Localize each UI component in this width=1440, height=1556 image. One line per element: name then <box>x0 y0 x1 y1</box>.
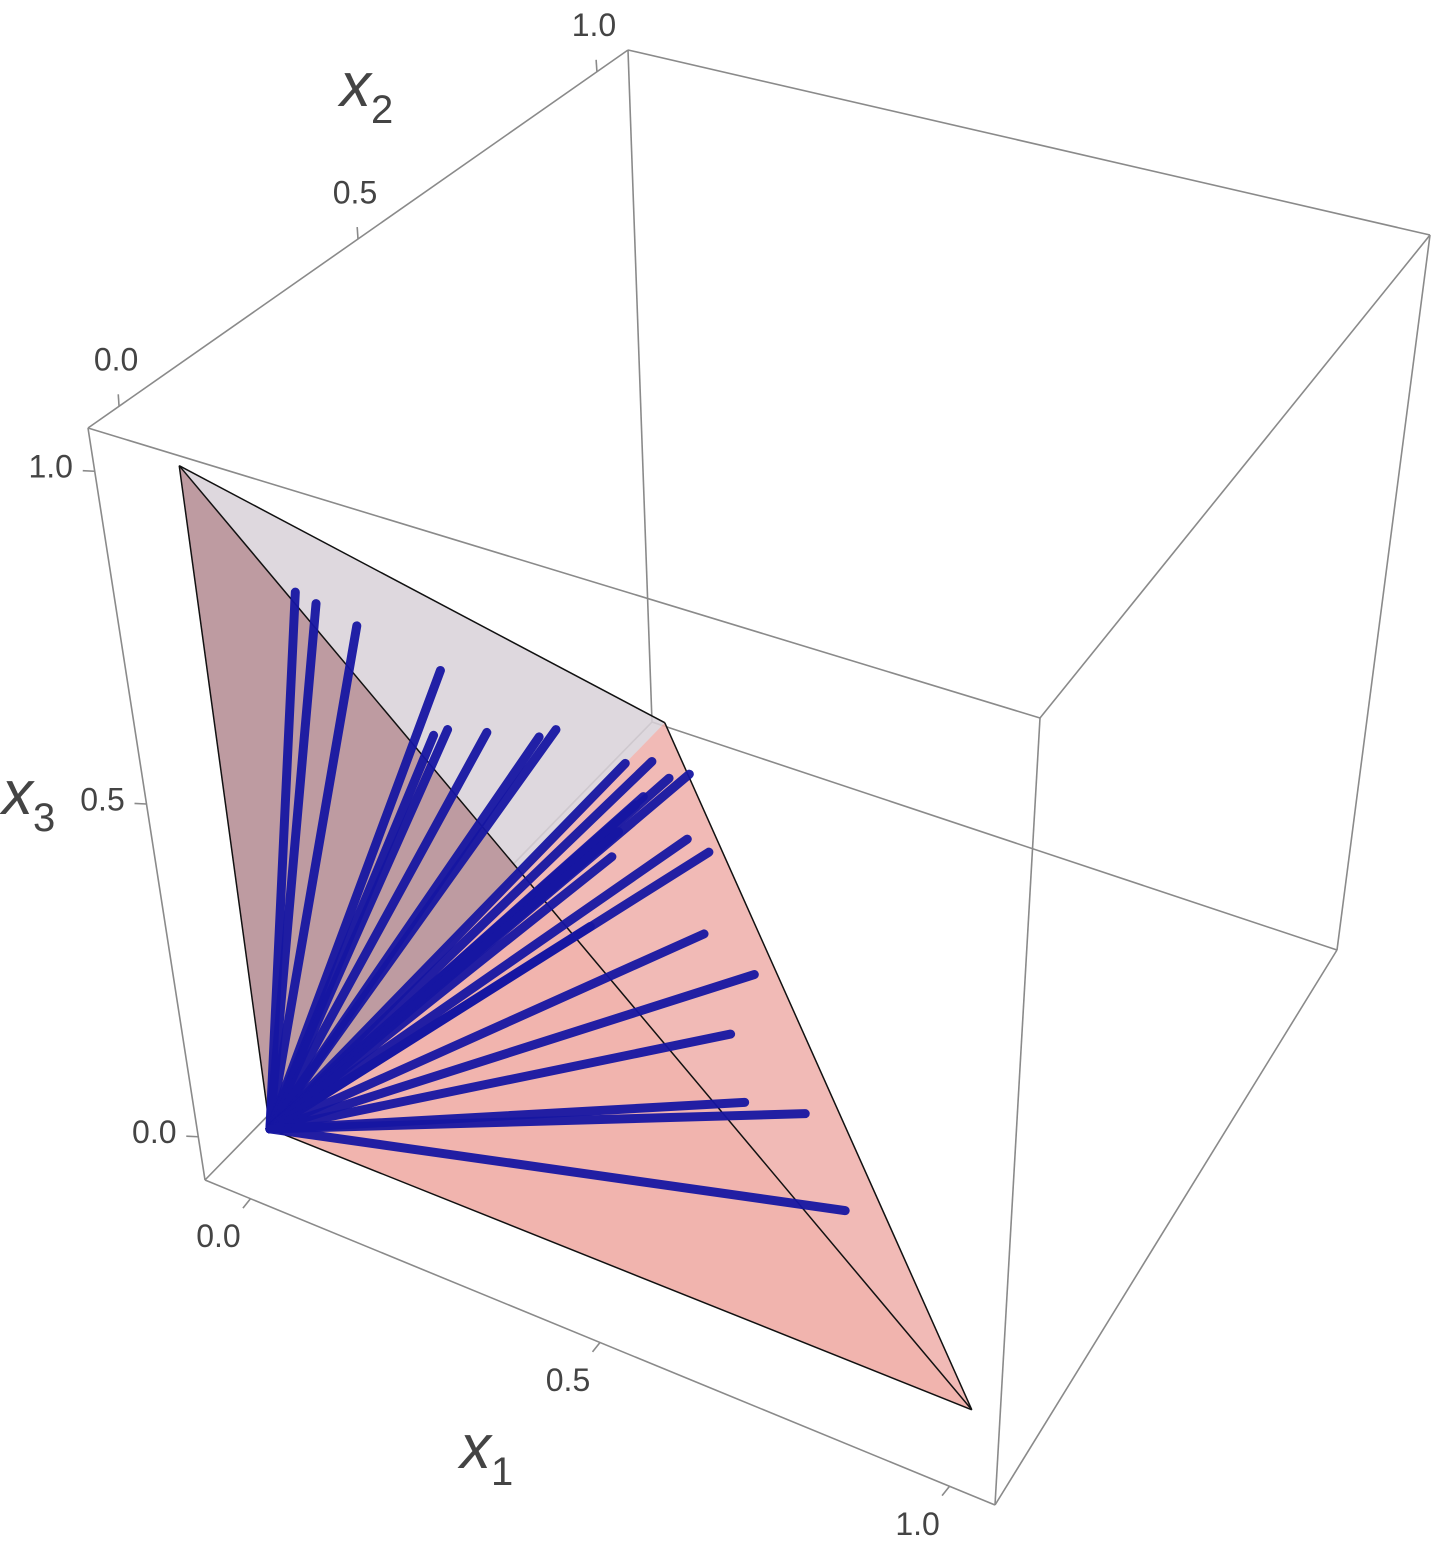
tick-label: 0.5 <box>546 1362 590 1398</box>
tick-label: 1.0 <box>28 449 72 485</box>
x-axis-label-subscript: 1 <box>491 1450 513 1494</box>
simplex-edge <box>178 465 271 1130</box>
ray <box>265 727 492 1134</box>
ray <box>265 621 362 1134</box>
ray <box>265 732 544 1134</box>
tick-mark <box>356 226 359 240</box>
tick-label: 1.0 <box>572 7 616 43</box>
box-edge <box>651 721 1338 951</box>
tick-label: 1.0 <box>895 1506 939 1542</box>
simplex-edge <box>269 1128 973 1411</box>
y-axis-label: x2 <box>337 51 393 131</box>
ray <box>265 1029 736 1134</box>
ray <box>265 1124 850 1216</box>
tick-mark <box>242 1198 252 1209</box>
box-edge <box>627 49 1431 236</box>
x-axis-label-symbol: x <box>457 1413 493 1482</box>
tick-mark <box>82 469 95 473</box>
z-axis-label-symbol: x <box>0 759 35 828</box>
ray <box>265 921 595 1134</box>
box-edge <box>994 949 1338 1506</box>
ray <box>265 1109 810 1134</box>
tick-label: 0.0 <box>196 1218 240 1254</box>
x-axis-label: x1 <box>457 1413 513 1493</box>
tick-mark <box>134 802 147 805</box>
tick-label: 0.5 <box>80 781 124 817</box>
ray <box>265 852 617 1134</box>
tick-label: 0.0 <box>94 342 138 378</box>
ray <box>265 929 709 1134</box>
simplex-edge <box>178 465 666 724</box>
tick-label: 0.0 <box>132 1114 176 1150</box>
tick-mark <box>117 394 120 407</box>
box-edge <box>994 717 1041 1506</box>
z-axis-label: x3 <box>0 759 55 839</box>
box-edge <box>1336 234 1431 951</box>
ray <box>265 599 321 1134</box>
tick-label: 0.5 <box>333 174 377 210</box>
simplex-edge <box>664 722 973 1411</box>
ray <box>265 725 453 1134</box>
box-edge <box>87 427 1041 719</box>
box-edge <box>627 49 653 723</box>
ray <box>265 970 759 1134</box>
tick-mark <box>595 59 598 72</box>
tick-mark <box>941 1485 951 1497</box>
y-axis-label-subscript: 2 <box>371 88 393 132</box>
y-axis-label-symbol: x <box>337 51 373 120</box>
z-axis-label-subscript: 3 <box>33 796 55 840</box>
face-x3 <box>269 722 972 1410</box>
tick-mark <box>186 1135 199 1138</box>
tick-mark <box>591 1342 601 1353</box>
box-edge <box>1039 234 1431 719</box>
